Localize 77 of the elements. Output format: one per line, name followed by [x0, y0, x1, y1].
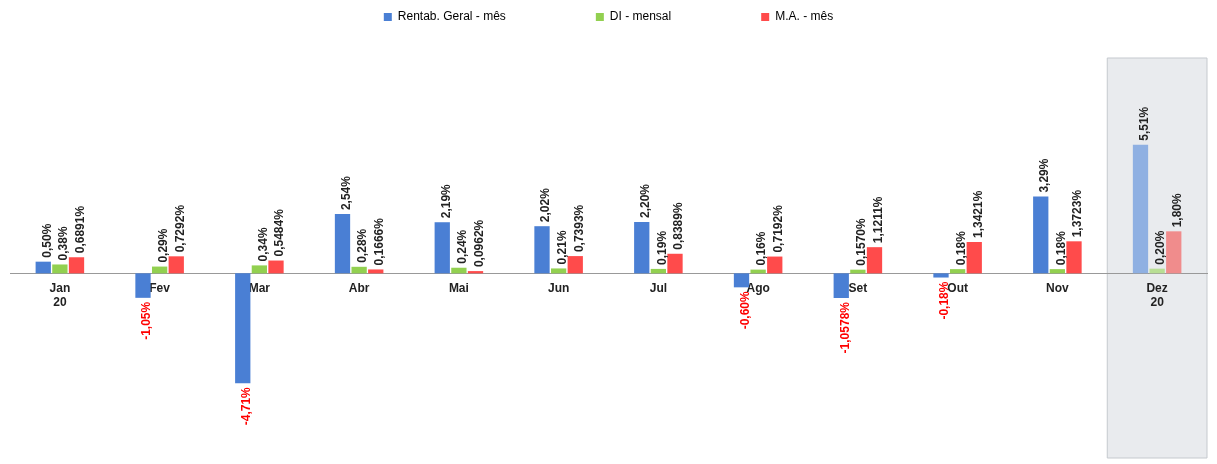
data-label: 0,29% — [155, 228, 170, 263]
data-label: 0,28% — [355, 228, 370, 263]
bar — [534, 226, 550, 274]
data-label: 0,8389% — [671, 202, 686, 250]
data-label: -1,0578% — [837, 301, 852, 354]
data-label: 5,51% — [1136, 106, 1151, 141]
data-label: 0,18% — [953, 230, 968, 266]
data-label: 2,19% — [438, 183, 453, 219]
legend-label: Rentab. Geral - mês — [397, 9, 506, 24]
bar — [966, 242, 982, 274]
x-tick-label: Dez 20 — [1146, 280, 1168, 310]
data-label: 2,02% — [538, 187, 553, 223]
bar — [1132, 144, 1149, 274]
data-label: 0,19% — [654, 230, 669, 265]
data-label: 1,80% — [1170, 192, 1185, 228]
data-label: 0,38% — [56, 226, 71, 261]
bar — [251, 265, 268, 274]
bar — [1049, 269, 1066, 274]
bar — [434, 222, 450, 274]
bar — [168, 256, 184, 274]
bar — [550, 268, 567, 274]
data-label: 0,50% — [39, 223, 54, 258]
bar — [451, 267, 467, 274]
bar — [949, 269, 966, 274]
bar — [567, 256, 583, 274]
data-label: 0,0962% — [471, 219, 486, 268]
x-tick-label: Set — [848, 280, 868, 295]
data-label: 2,54% — [338, 175, 353, 211]
data-label: 0,5484% — [272, 208, 287, 257]
bar — [866, 247, 883, 274]
data-label: 3,29% — [1037, 158, 1052, 193]
x-tick-label: Abr — [348, 280, 370, 295]
bar — [833, 273, 849, 299]
data-label: 1,3723% — [1070, 189, 1085, 238]
x-tick-label: Mar — [248, 280, 271, 295]
bar — [135, 273, 151, 298]
data-label: 1,3421% — [970, 190, 985, 239]
x-tick-label: Jan 20 — [49, 280, 71, 310]
data-label: 0,1570% — [854, 217, 869, 266]
data-label: 2,20% — [638, 183, 653, 218]
bar — [368, 269, 384, 274]
bar — [1166, 231, 1182, 274]
bar — [52, 264, 68, 274]
bar — [667, 253, 683, 274]
bar — [1033, 196, 1049, 274]
x-tick-label: Fev — [149, 280, 171, 295]
x-tick-label: Jun — [547, 280, 570, 295]
legend-label: DI - mensal — [609, 9, 672, 24]
bar — [767, 256, 783, 274]
data-label: -4,71% — [239, 386, 254, 426]
x-tick-label: Jul — [649, 280, 668, 295]
bar — [235, 273, 251, 384]
data-label: 1,1211% — [870, 196, 885, 244]
bar — [268, 260, 284, 274]
data-label: 0,21% — [554, 230, 569, 265]
data-label: 0,1666% — [372, 217, 387, 266]
x-tick-label: Mai — [448, 280, 469, 295]
bar — [68, 257, 85, 274]
data-label: 0,34% — [255, 227, 270, 262]
data-label: 0,7292% — [172, 204, 187, 253]
data-label: 0,6891% — [72, 205, 87, 254]
data-label: 0,16% — [754, 231, 769, 266]
bar — [634, 222, 650, 274]
legend-label: M.A. - mês — [775, 9, 834, 24]
data-label: 0,7393% — [571, 204, 586, 253]
data-label: 0,24% — [455, 229, 470, 264]
bar — [351, 266, 367, 274]
data-label: -1,05% — [139, 301, 154, 340]
data-label: 0,7192% — [771, 204, 786, 253]
x-tick-label: Nov — [1046, 280, 1070, 295]
data-label: 0,18% — [1053, 230, 1068, 266]
bar — [35, 261, 51, 274]
bar — [1066, 241, 1082, 274]
bar — [933, 273, 949, 278]
bar — [334, 214, 351, 274]
bar — [1149, 268, 1165, 274]
data-label: 0,20% — [1153, 230, 1168, 265]
